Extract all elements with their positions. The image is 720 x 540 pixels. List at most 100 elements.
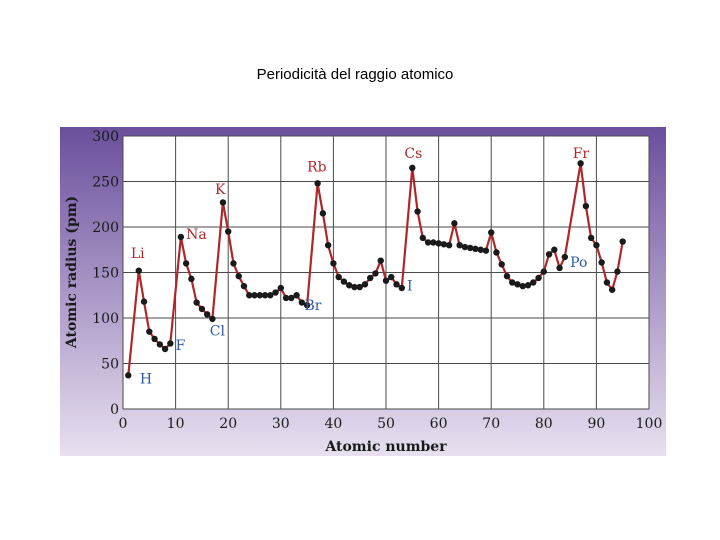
y-tick-label: 150 [92, 266, 119, 282]
data-point [277, 284, 284, 292]
y-tick-label: 50 [101, 357, 119, 373]
data-point [419, 234, 427, 242]
data-point [519, 282, 526, 290]
element-label: Br [304, 298, 321, 314]
data-point [351, 283, 358, 291]
data-point [440, 241, 448, 248]
data-point [488, 229, 495, 236]
data-point [472, 245, 479, 253]
data-point [361, 281, 369, 288]
x-tick-label: 90 [587, 416, 605, 432]
data-point [298, 299, 306, 306]
data-point [246, 292, 253, 299]
y-tick-label: 200 [92, 220, 119, 236]
data-point [561, 253, 569, 261]
data-point [182, 260, 190, 267]
data-point [398, 284, 405, 292]
data-point [303, 302, 311, 309]
data-point [393, 281, 400, 288]
data-point [514, 281, 521, 288]
element-label: Po [570, 255, 587, 271]
data-point [461, 243, 469, 251]
x-axis-title: Atomic number [324, 439, 447, 455]
chart-panel: 0 10 20 30 40 50 60 70 80 90 100 0 50 100 150 200 250 300… [60, 127, 666, 456]
x-tick-label: 40 [324, 416, 342, 432]
data-point [293, 292, 300, 299]
data-point [367, 274, 374, 282]
data-point [203, 311, 211, 318]
data-point [377, 257, 384, 264]
data-point [456, 242, 463, 249]
data-point [535, 274, 542, 282]
x-tick-label: 20 [219, 416, 237, 432]
y-axis-title: Atomic radius (pm) [64, 196, 80, 349]
data-point [151, 335, 158, 343]
data-point [556, 264, 563, 272]
data-point [608, 286, 616, 293]
data-point [587, 234, 595, 242]
series-line [127, 162, 624, 376]
data-point [272, 289, 279, 296]
data-point [225, 228, 232, 235]
data-point [340, 278, 348, 285]
data-point [167, 340, 174, 347]
data-point [240, 282, 248, 290]
data-point [372, 270, 379, 277]
data-point [161, 345, 169, 353]
element-label: Rb [307, 159, 327, 175]
y-tick-label: 300 [92, 129, 119, 145]
element-labels: H Li F Na Cl K Br Rb I Cs Po Fr [131, 146, 590, 388]
data-point [267, 292, 274, 299]
data-point [430, 239, 437, 246]
data-point [435, 240, 442, 247]
data-point [482, 247, 490, 254]
data-point [424, 239, 432, 246]
data-point [445, 242, 453, 249]
data-point [156, 341, 164, 348]
data-point [530, 279, 537, 286]
data-point [451, 220, 458, 227]
element-label: Fr [573, 146, 590, 162]
element-label: H [140, 372, 152, 388]
data-points [125, 160, 626, 379]
element-label: Na [186, 227, 207, 243]
data-point [177, 233, 185, 241]
x-tick-label: 0 [119, 416, 128, 432]
data-point [540, 268, 547, 275]
data-point [209, 315, 216, 323]
element-label: Li [131, 246, 145, 262]
element-label: I [407, 279, 413, 295]
data-point [388, 273, 395, 281]
data-point [619, 238, 626, 245]
slide-title: Periodicità del raggio atomico [256, 66, 454, 83]
element-label: F [176, 338, 186, 354]
grid-lines [122, 135, 650, 410]
data-point [598, 259, 605, 266]
data-point [256, 292, 263, 299]
x-tick-label: 80 [535, 416, 553, 432]
data-point [409, 164, 416, 172]
data-point [314, 180, 321, 187]
data-point [324, 242, 332, 249]
data-point [493, 249, 500, 256]
data-point [382, 277, 390, 284]
data-point [603, 279, 611, 286]
data-point [356, 283, 363, 291]
data-point [335, 273, 342, 281]
data-point [235, 272, 242, 280]
element-label: K [215, 182, 226, 198]
data-point [509, 279, 516, 286]
data-point [319, 210, 327, 217]
element-label: Cs [404, 146, 422, 162]
data-point [146, 328, 153, 335]
data-point [219, 199, 227, 206]
data-point [188, 275, 195, 283]
data-point [125, 372, 132, 379]
element-label: Cl [210, 323, 226, 339]
x-tick-label: 70 [482, 416, 500, 432]
data-point [330, 260, 337, 267]
data-point [545, 251, 553, 258]
data-point [251, 292, 258, 299]
data-point [577, 160, 584, 167]
data-point [414, 208, 421, 215]
